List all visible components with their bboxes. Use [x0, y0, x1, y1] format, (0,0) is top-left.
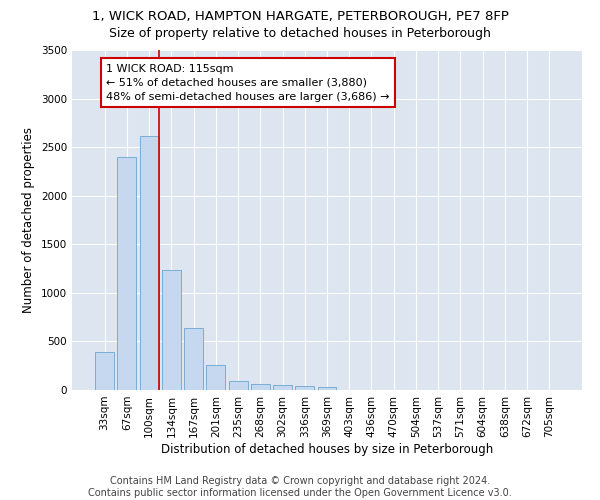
- Bar: [251, 384, 270, 390]
- Text: 1 WICK ROAD: 115sqm
← 51% of detached houses are smaller (3,880)
48% of semi-det: 1 WICK ROAD: 115sqm ← 51% of detached ho…: [106, 64, 390, 102]
- Bar: [140, 136, 158, 390]
- Bar: [95, 352, 114, 390]
- Text: 1, WICK ROAD, HAMPTON HARGATE, PETERBOROUGH, PE7 8FP: 1, WICK ROAD, HAMPTON HARGATE, PETERBORO…: [92, 10, 508, 23]
- Bar: [118, 157, 136, 390]
- Text: Size of property relative to detached houses in Peterborough: Size of property relative to detached ho…: [109, 28, 491, 40]
- Bar: [317, 386, 337, 390]
- Bar: [184, 328, 203, 390]
- Bar: [162, 270, 181, 390]
- X-axis label: Distribution of detached houses by size in Peterborough: Distribution of detached houses by size …: [161, 442, 493, 456]
- Bar: [206, 364, 225, 390]
- Bar: [229, 381, 248, 390]
- Bar: [273, 384, 292, 390]
- Bar: [295, 386, 314, 390]
- Text: Contains HM Land Registry data © Crown copyright and database right 2024.
Contai: Contains HM Land Registry data © Crown c…: [88, 476, 512, 498]
- Y-axis label: Number of detached properties: Number of detached properties: [22, 127, 35, 313]
